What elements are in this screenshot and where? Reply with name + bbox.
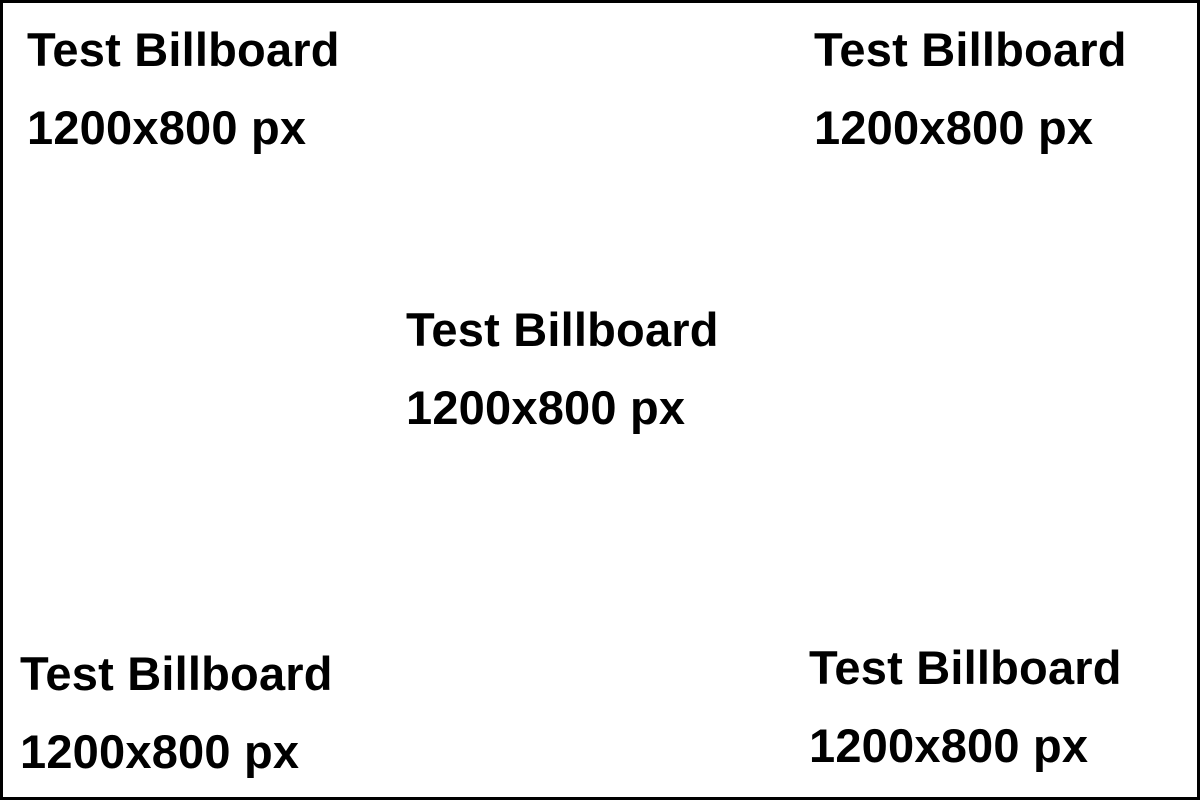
billboard-size: 1200x800 px <box>809 719 1089 772</box>
billboard-size: 1200x800 px <box>20 725 300 778</box>
billboard-title: Test Billboard <box>406 303 719 356</box>
billboard-title: Test Billboard <box>809 641 1122 694</box>
billboard-size: 1200x800 px <box>406 381 686 434</box>
billboard-label-bottom-left: Test Billboard 1200x800 px <box>20 635 333 791</box>
billboard-title: Test Billboard <box>814 23 1127 76</box>
billboard-size: 1200x800 px <box>27 101 307 154</box>
billboard-label-top-right: Test Billboard 1200x800 px <box>814 11 1127 167</box>
billboard-size: 1200x800 px <box>814 101 1094 154</box>
billboard-title: Test Billboard <box>27 23 340 76</box>
billboard-label-top-left: Test Billboard 1200x800 px <box>27 11 340 167</box>
billboard-label-bottom-right: Test Billboard 1200x800 px <box>809 629 1122 785</box>
billboard-label-center: Test Billboard 1200x800 px <box>406 291 719 447</box>
billboard-title: Test Billboard <box>20 647 333 700</box>
